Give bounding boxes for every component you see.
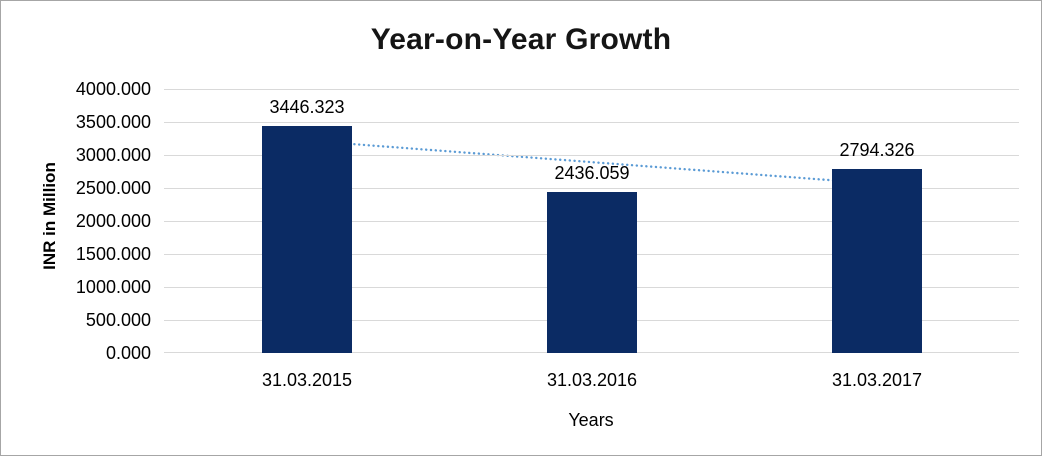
y-tick-label: 1000.000 bbox=[75, 277, 151, 297]
y-tick-label: 3000.000 bbox=[75, 145, 151, 165]
y-tick-label: 3500.000 bbox=[75, 112, 151, 132]
x-axis-title: Years bbox=[568, 410, 614, 430]
chart-title: Year-on-Year Growth bbox=[370, 23, 672, 56]
x-tick-label: 31.03.2016 bbox=[546, 370, 638, 390]
gridline bbox=[164, 188, 1019, 189]
y-tick-label: 500.000 bbox=[85, 310, 151, 330]
data-label: 2794.326 bbox=[839, 140, 915, 160]
gridline bbox=[164, 122, 1019, 123]
x-tick-label: 31.03.2017 bbox=[831, 370, 923, 390]
data-label: 2436.059 bbox=[554, 163, 630, 183]
y-tick-label: 4000.000 bbox=[75, 79, 151, 99]
y-tick-label: 1500.000 bbox=[75, 244, 151, 264]
y-tick-label: 0.000 bbox=[105, 343, 151, 363]
y-tick-label: 2000.000 bbox=[75, 211, 151, 231]
bar-31.03.2015 bbox=[262, 126, 352, 353]
gridline bbox=[164, 89, 1019, 90]
bar-31.03.2016 bbox=[547, 192, 637, 353]
x-tick-label: 31.03.2015 bbox=[261, 370, 353, 390]
gridline bbox=[164, 155, 1019, 156]
plot-area bbox=[164, 89, 1019, 353]
data-label: 3446.323 bbox=[269, 97, 345, 117]
y-tick-label: 2500.000 bbox=[75, 178, 151, 198]
bar-31.03.2017 bbox=[832, 169, 922, 353]
